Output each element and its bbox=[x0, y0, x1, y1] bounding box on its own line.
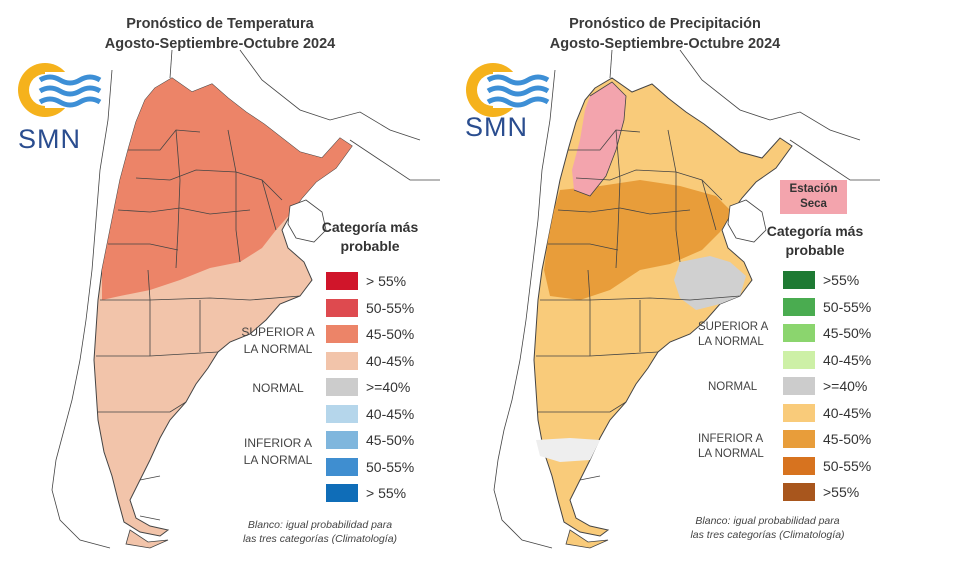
precipitation-cat-inferior-line2: LA NORMAL bbox=[698, 448, 764, 460]
smn-logo-left bbox=[18, 63, 102, 117]
temperature-legend-label-7: 50-55% bbox=[366, 458, 415, 475]
precipitation-legend-title-line1: Categoría más bbox=[766, 223, 864, 239]
precipitation-cat-normal: NORMAL bbox=[708, 381, 758, 393]
temperature-legend-swatch-2 bbox=[326, 325, 358, 343]
temperature-legend-label-2: 45-50% bbox=[366, 326, 415, 342]
precipitation-legend-title: Categoría más probable bbox=[750, 222, 880, 260]
temperature-legend-swatch-1 bbox=[326, 298, 358, 317]
precipitation-legend-title-line2: probable bbox=[785, 242, 845, 258]
precipitation-map bbox=[533, 77, 793, 549]
temperature-legend-label-8: > 55% bbox=[366, 485, 407, 501]
precipitation-cat-superior-line1: SUPERIOR A bbox=[698, 321, 769, 333]
temperature-cat-superior: SUPERIOR A LA NORMAL bbox=[228, 324, 328, 358]
precipitation-title-line2: Agosto-Septiembre-Octubre 2024 bbox=[549, 36, 781, 52]
precipitation-legend-label-1: 50-55% bbox=[823, 298, 872, 315]
temperature-cat-inferior-line1: INFERIOR A bbox=[243, 436, 312, 450]
temperature-title-line1: Pronóstico de Temperatura bbox=[126, 16, 314, 32]
precipitation-legend-label-5: 40-45% bbox=[823, 404, 872, 421]
precipitation-note: Blanco: igual probabilidad para las tres… bbox=[670, 514, 865, 542]
dry-station-label: Estación Seca bbox=[780, 180, 847, 214]
temperature-map bbox=[93, 77, 353, 549]
precipitation-legend-swatch-4 bbox=[783, 377, 815, 395]
precipitation-legend-swatch-1 bbox=[783, 297, 815, 316]
precipitation-legend-label-2: 45-50% bbox=[823, 325, 872, 341]
precipitation-legend-swatch-3 bbox=[783, 350, 815, 369]
precipitation-legend-label-6: 45-50% bbox=[823, 431, 872, 447]
precipitation-legend-label-3: 40-45% bbox=[823, 351, 872, 368]
temperature-legend-label-1: 50-55% bbox=[366, 299, 415, 316]
precipitation-cat-inferior: INFERIOR A LA NORMAL bbox=[698, 432, 764, 462]
temperature-legend-swatch-3 bbox=[326, 351, 358, 370]
temperature-cat-inferior-line2: LA NORMAL bbox=[243, 453, 313, 467]
precipitation-cat-superior-line2: LA NORMAL bbox=[698, 336, 764, 348]
precipitation-legend-swatch-2 bbox=[783, 324, 815, 342]
smn-logo-text-right: SMN bbox=[465, 112, 528, 142]
precipitation-cat-inferior-line1: INFERIOR A bbox=[698, 433, 764, 445]
precipitation-legend-label-0: >55% bbox=[823, 272, 860, 288]
left-map-borders bbox=[51, 49, 440, 549]
temperature-legend-swatch-8 bbox=[326, 484, 358, 502]
temperature-legend-label-4: >=40% bbox=[366, 379, 411, 395]
precipitation-legend-swatch-8 bbox=[783, 483, 815, 501]
smn-logo-right bbox=[466, 63, 550, 117]
temperature-legend-title-line2: probable bbox=[340, 238, 400, 254]
temperature-cat-normal: NORMAL bbox=[252, 381, 304, 395]
dry-station-line2: Seca bbox=[800, 198, 827, 210]
precipitation-title-line1: Pronóstico de Precipitación bbox=[569, 16, 761, 32]
right-map-borders bbox=[493, 49, 880, 549]
precipitation-legend-label-4: >=40% bbox=[823, 378, 868, 394]
precipitation-note-line1: Blanco: igual probabilidad para bbox=[695, 515, 840, 527]
temperature-title-line2: Agosto-Septiembre-Octubre 2024 bbox=[104, 36, 336, 52]
temperature-note-line1: Blanco: igual probabilidad para bbox=[247, 519, 393, 531]
temperature-legend-swatch-0 bbox=[326, 272, 358, 290]
temperature-legend-label-0: > 55% bbox=[366, 273, 407, 289]
temperature-cat-superior-line1: SUPERIOR A bbox=[241, 325, 315, 339]
precipitation-legend-swatch-0 bbox=[783, 271, 815, 289]
precipitation-cat-superior: SUPERIOR A LA NORMAL bbox=[698, 320, 768, 350]
smn-logo-text-left: SMN bbox=[18, 124, 81, 154]
temperature-legend-title: Categoría más probable bbox=[305, 218, 435, 256]
temperature-legend-label-6: 45-50% bbox=[366, 432, 415, 448]
temperature-legend-label-5: 40-45% bbox=[366, 405, 415, 422]
temperature-cat-superior-line2: LA NORMAL bbox=[243, 342, 313, 356]
temperature-legend-swatch-5 bbox=[326, 404, 358, 423]
temperature-legend-title-line1: Categoría más bbox=[321, 219, 419, 235]
temperature-legend-swatch-4 bbox=[326, 378, 358, 396]
temperature-legend-swatch-6 bbox=[326, 431, 358, 449]
temperature-legend-label-3: 40-45% bbox=[366, 352, 415, 369]
precipitation-legend-swatch-7 bbox=[783, 456, 815, 475]
temperature-note: Blanco: igual probabilidad para las tres… bbox=[215, 518, 425, 546]
temperature-cat-inferior: INFERIOR A LA NORMAL bbox=[228, 435, 328, 469]
temperature-map-title: Pronóstico de Temperatura Agosto-Septiem… bbox=[65, 14, 375, 54]
precipitation-map-title: Pronóstico de Precipitación Agosto-Septi… bbox=[505, 14, 825, 54]
precipitation-legend-swatch-5 bbox=[783, 403, 815, 422]
precipitation-legend-label-8: >55% bbox=[823, 484, 860, 500]
temperature-legend-swatch-7 bbox=[326, 457, 358, 476]
precipitation-legend-swatch-6 bbox=[783, 430, 815, 448]
precipitation-note-line2: las tres categorías (Climatología) bbox=[690, 529, 845, 541]
temperature-note-line2: las tres categorías (Climatología) bbox=[242, 533, 398, 545]
precipitation-legend-label-7: 50-55% bbox=[823, 457, 872, 474]
dry-station-line1: Estación bbox=[789, 183, 838, 195]
